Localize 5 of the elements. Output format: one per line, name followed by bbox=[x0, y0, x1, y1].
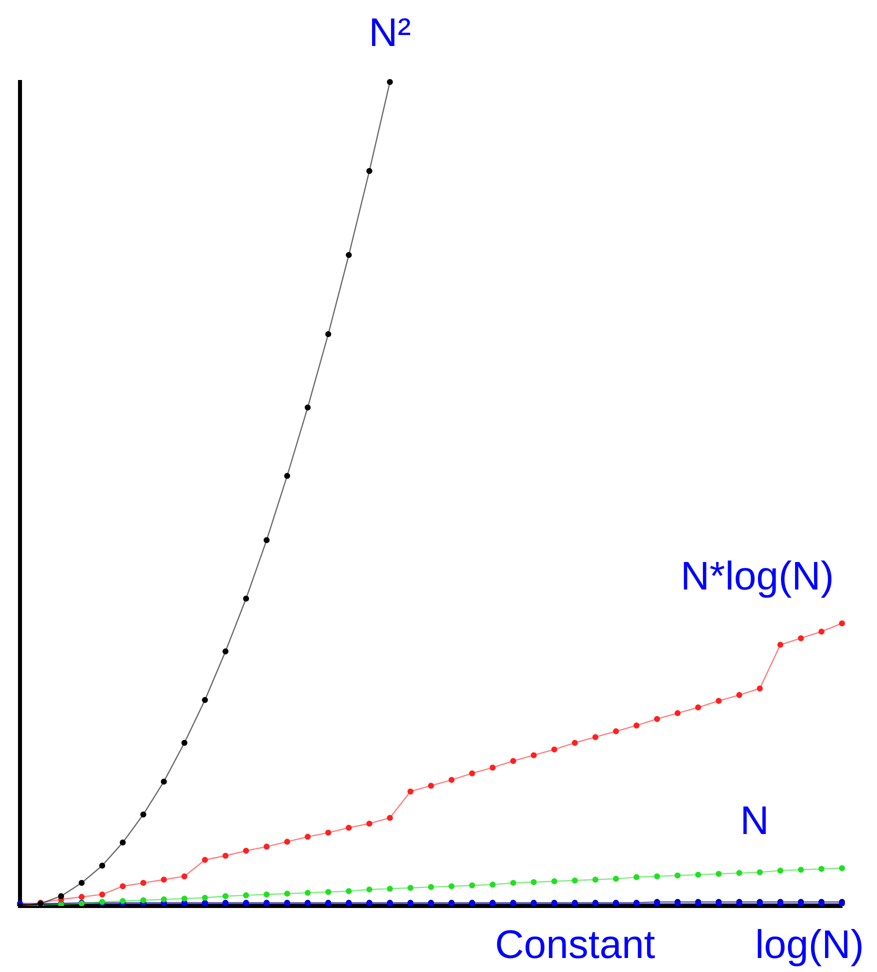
series-label: Constant bbox=[494, 923, 656, 967]
series-label: N² bbox=[368, 11, 412, 55]
series-label: N bbox=[740, 799, 769, 844]
series-label: N*log(N) bbox=[680, 554, 834, 598]
series-label: log(N) bbox=[755, 923, 864, 967]
